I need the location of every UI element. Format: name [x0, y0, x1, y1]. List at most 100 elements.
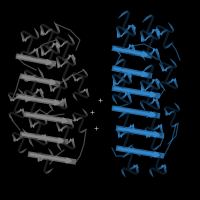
Polygon shape — [164, 35, 169, 41]
Polygon shape — [28, 35, 31, 39]
Polygon shape — [127, 145, 132, 150]
Polygon shape — [124, 167, 127, 171]
Polygon shape — [54, 21, 59, 29]
Polygon shape — [21, 32, 24, 37]
Polygon shape — [116, 30, 122, 37]
Polygon shape — [37, 122, 40, 124]
Polygon shape — [173, 66, 176, 68]
Polygon shape — [80, 94, 85, 98]
Polygon shape — [49, 82, 52, 87]
Polygon shape — [86, 92, 89, 96]
Polygon shape — [153, 167, 157, 171]
Polygon shape — [27, 43, 32, 49]
Polygon shape — [167, 31, 169, 32]
Polygon shape — [8, 94, 10, 96]
Polygon shape — [151, 142, 155, 148]
Polygon shape — [121, 169, 124, 173]
Polygon shape — [36, 138, 38, 140]
Polygon shape — [21, 55, 26, 62]
Polygon shape — [20, 150, 24, 153]
Polygon shape — [114, 94, 118, 97]
Polygon shape — [73, 63, 75, 65]
Polygon shape — [16, 133, 21, 136]
Polygon shape — [24, 30, 28, 35]
Polygon shape — [37, 155, 41, 160]
Polygon shape — [129, 152, 131, 155]
Polygon shape — [39, 152, 42, 155]
Polygon shape — [40, 121, 45, 126]
Polygon shape — [21, 139, 24, 142]
Polygon shape — [40, 46, 44, 51]
Polygon shape — [163, 40, 167, 45]
Polygon shape — [134, 165, 139, 169]
Polygon shape — [112, 95, 115, 98]
Polygon shape — [18, 150, 20, 152]
Polygon shape — [13, 136, 17, 141]
Polygon shape — [117, 31, 124, 38]
Polygon shape — [18, 98, 19, 99]
Polygon shape — [35, 131, 39, 137]
Polygon shape — [147, 21, 153, 29]
Polygon shape — [22, 112, 25, 116]
Polygon shape — [157, 31, 163, 36]
Polygon shape — [140, 81, 143, 85]
Polygon shape — [74, 92, 78, 94]
Polygon shape — [130, 154, 133, 158]
Polygon shape — [49, 52, 54, 59]
Polygon shape — [32, 110, 37, 115]
Polygon shape — [172, 124, 176, 127]
Polygon shape — [151, 168, 153, 170]
Polygon shape — [115, 94, 121, 100]
Polygon shape — [35, 30, 39, 36]
Polygon shape — [123, 28, 125, 30]
Polygon shape — [48, 148, 52, 153]
Polygon shape — [25, 96, 31, 102]
Polygon shape — [148, 102, 155, 109]
Polygon shape — [75, 92, 80, 95]
Polygon shape — [146, 45, 151, 52]
Polygon shape — [73, 113, 75, 114]
Polygon shape — [58, 121, 62, 124]
Polygon shape — [65, 141, 69, 145]
Polygon shape — [50, 156, 52, 158]
Polygon shape — [73, 114, 74, 115]
Polygon shape — [140, 52, 144, 57]
Polygon shape — [16, 94, 21, 98]
Polygon shape — [170, 68, 173, 71]
Polygon shape — [123, 145, 126, 149]
Polygon shape — [21, 149, 25, 153]
Polygon shape — [71, 63, 74, 66]
Polygon shape — [123, 168, 125, 170]
Polygon shape — [155, 162, 159, 167]
Polygon shape — [36, 126, 41, 132]
Polygon shape — [72, 59, 76, 65]
Polygon shape — [40, 73, 44, 79]
Polygon shape — [21, 53, 24, 57]
Polygon shape — [65, 126, 68, 128]
Polygon shape — [142, 50, 147, 55]
Polygon shape — [39, 97, 42, 100]
Polygon shape — [65, 143, 71, 149]
Polygon shape — [82, 118, 83, 120]
Polygon shape — [56, 59, 61, 65]
Polygon shape — [84, 95, 87, 98]
Polygon shape — [77, 73, 83, 77]
Polygon shape — [62, 86, 65, 90]
Polygon shape — [29, 71, 36, 77]
Polygon shape — [123, 167, 126, 170]
Polygon shape — [112, 76, 117, 83]
Polygon shape — [55, 51, 58, 54]
Polygon shape — [48, 54, 53, 61]
Polygon shape — [35, 57, 38, 59]
Polygon shape — [141, 100, 143, 102]
Polygon shape — [132, 133, 134, 135]
Polygon shape — [40, 25, 44, 31]
Polygon shape — [51, 156, 53, 157]
Polygon shape — [171, 28, 174, 32]
Polygon shape — [35, 130, 40, 136]
Polygon shape — [147, 71, 153, 79]
Polygon shape — [80, 130, 83, 133]
Polygon shape — [67, 144, 71, 149]
Polygon shape — [33, 75, 36, 78]
Polygon shape — [157, 25, 159, 27]
